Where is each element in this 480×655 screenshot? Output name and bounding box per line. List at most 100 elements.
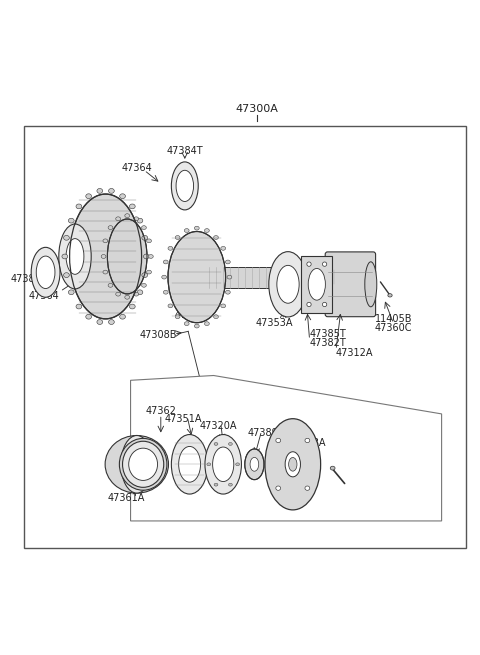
- Ellipse shape: [103, 270, 108, 274]
- Ellipse shape: [207, 463, 211, 466]
- Ellipse shape: [120, 438, 167, 490]
- Ellipse shape: [147, 239, 152, 243]
- Ellipse shape: [120, 314, 125, 319]
- Ellipse shape: [105, 436, 168, 493]
- Ellipse shape: [171, 434, 208, 494]
- Ellipse shape: [214, 236, 218, 240]
- Text: 47358A: 47358A: [288, 438, 326, 448]
- Text: 47361A: 47361A: [107, 493, 144, 503]
- Ellipse shape: [108, 284, 113, 288]
- Ellipse shape: [59, 224, 91, 289]
- Ellipse shape: [214, 443, 218, 445]
- Ellipse shape: [184, 229, 189, 233]
- Ellipse shape: [68, 290, 74, 295]
- Ellipse shape: [76, 304, 82, 309]
- Ellipse shape: [142, 272, 148, 278]
- Ellipse shape: [103, 239, 108, 243]
- Ellipse shape: [204, 229, 209, 233]
- Ellipse shape: [137, 218, 143, 223]
- Text: 47363: 47363: [174, 310, 205, 320]
- Ellipse shape: [86, 314, 92, 319]
- Ellipse shape: [134, 217, 139, 221]
- Ellipse shape: [236, 463, 240, 466]
- Ellipse shape: [176, 170, 193, 202]
- Ellipse shape: [228, 443, 232, 445]
- Ellipse shape: [168, 231, 226, 323]
- Ellipse shape: [285, 452, 300, 477]
- Text: 47300A: 47300A: [235, 104, 278, 114]
- Ellipse shape: [308, 269, 325, 300]
- Ellipse shape: [305, 438, 310, 443]
- Ellipse shape: [305, 486, 310, 491]
- Ellipse shape: [388, 293, 392, 297]
- Ellipse shape: [214, 483, 218, 486]
- Ellipse shape: [142, 226, 146, 229]
- Ellipse shape: [184, 322, 189, 326]
- Ellipse shape: [323, 303, 327, 307]
- Text: 11405B: 11405B: [375, 314, 412, 324]
- Ellipse shape: [194, 226, 199, 230]
- Text: A: A: [178, 299, 184, 309]
- Ellipse shape: [134, 292, 139, 296]
- Ellipse shape: [214, 315, 218, 318]
- Ellipse shape: [277, 265, 299, 303]
- Ellipse shape: [66, 238, 84, 274]
- Ellipse shape: [168, 246, 173, 250]
- Ellipse shape: [162, 275, 167, 279]
- Ellipse shape: [86, 194, 92, 198]
- Ellipse shape: [130, 304, 135, 309]
- Text: 47351A: 47351A: [165, 414, 202, 424]
- Ellipse shape: [31, 248, 60, 297]
- Ellipse shape: [365, 262, 377, 307]
- Ellipse shape: [63, 272, 69, 278]
- Ellipse shape: [221, 304, 226, 308]
- Text: 47353A: 47353A: [256, 318, 293, 328]
- Text: 47384T: 47384T: [167, 146, 203, 156]
- Ellipse shape: [194, 324, 199, 328]
- FancyBboxPatch shape: [325, 252, 375, 317]
- Ellipse shape: [129, 448, 157, 480]
- Ellipse shape: [323, 262, 327, 267]
- Bar: [301, 255, 333, 313]
- Ellipse shape: [62, 254, 68, 259]
- Ellipse shape: [307, 262, 311, 267]
- Ellipse shape: [269, 252, 307, 317]
- Ellipse shape: [125, 214, 130, 217]
- Text: 47364: 47364: [29, 291, 60, 301]
- Ellipse shape: [226, 290, 230, 294]
- Ellipse shape: [142, 235, 148, 240]
- Text: 47384T: 47384T: [11, 274, 47, 284]
- Ellipse shape: [171, 162, 198, 210]
- Text: 47308B: 47308B: [140, 329, 177, 340]
- Ellipse shape: [127, 445, 147, 483]
- Ellipse shape: [137, 290, 143, 295]
- Ellipse shape: [221, 246, 226, 250]
- Text: 47360C: 47360C: [375, 324, 412, 333]
- Ellipse shape: [276, 486, 281, 491]
- Ellipse shape: [175, 315, 180, 318]
- Ellipse shape: [265, 419, 321, 510]
- Ellipse shape: [121, 436, 153, 493]
- Ellipse shape: [204, 322, 209, 326]
- Ellipse shape: [108, 189, 114, 193]
- Ellipse shape: [288, 457, 297, 471]
- Text: 47385T: 47385T: [310, 329, 347, 339]
- Text: 47382T: 47382T: [310, 338, 347, 348]
- Ellipse shape: [116, 217, 120, 221]
- Ellipse shape: [68, 218, 74, 223]
- Ellipse shape: [228, 483, 232, 486]
- Polygon shape: [131, 375, 442, 521]
- Ellipse shape: [179, 447, 201, 482]
- Text: 47362: 47362: [145, 407, 176, 417]
- Text: 47320A: 47320A: [200, 421, 237, 431]
- Ellipse shape: [250, 457, 259, 471]
- Text: A: A: [177, 299, 183, 309]
- Ellipse shape: [36, 256, 55, 288]
- Ellipse shape: [108, 226, 113, 229]
- Ellipse shape: [125, 295, 130, 299]
- Ellipse shape: [97, 189, 103, 193]
- Ellipse shape: [307, 303, 311, 307]
- Text: 47312A: 47312A: [336, 348, 373, 358]
- Ellipse shape: [70, 194, 142, 319]
- Ellipse shape: [147, 270, 152, 274]
